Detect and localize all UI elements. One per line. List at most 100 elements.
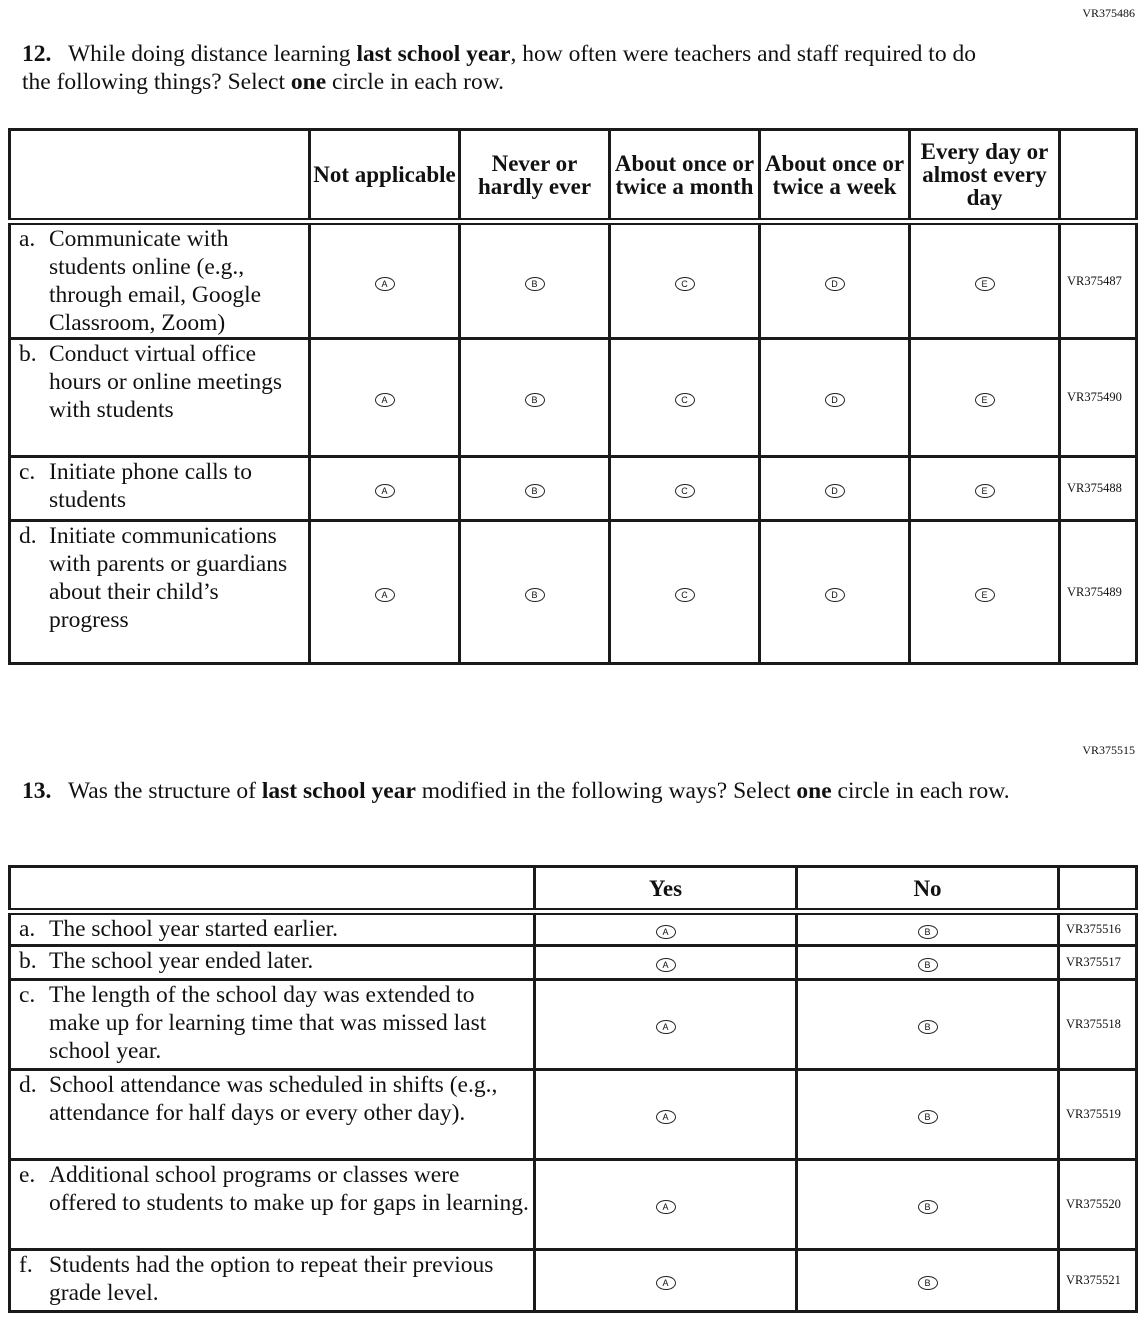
option-cell[interactable]: B <box>795 1248 1060 1313</box>
row-label: e. Additional school programs or classes … <box>8 1158 536 1251</box>
radio-bubble-d[interactable]: D <box>824 393 845 407</box>
radio-bubble-d[interactable]: D <box>824 484 845 498</box>
option-cell[interactable]: A <box>533 1068 798 1161</box>
radio-bubble-b[interactable]: B <box>917 1200 938 1214</box>
option-cell[interactable]: B <box>795 944 1060 981</box>
row-letter: d. <box>19 523 37 549</box>
option-cell[interactable]: D <box>758 519 911 665</box>
row-letter: b. <box>19 341 37 367</box>
radio-bubble-b[interactable]: B <box>917 1110 938 1124</box>
option-cell[interactable]: D <box>758 455 911 522</box>
option-cell[interactable]: B <box>458 519 611 665</box>
option-cell[interactable]: B <box>795 910 1060 947</box>
item-code: VR375521 <box>1057 1248 1138 1313</box>
option-cell[interactable]: A <box>308 337 461 458</box>
radio-bubble-e[interactable]: E <box>974 587 995 602</box>
radio-bubble-c[interactable]: C <box>674 393 695 407</box>
option-cell[interactable]: A <box>533 1248 798 1313</box>
option-cell[interactable]: C <box>608 455 761 522</box>
option-cell[interactable]: B <box>795 1068 1060 1161</box>
option-cell[interactable]: C <box>608 519 761 665</box>
option-cell[interactable]: A <box>533 978 798 1071</box>
radio-bubble-c[interactable]: C <box>674 587 695 602</box>
radio-bubble-b[interactable]: B <box>917 1276 938 1290</box>
question-number: 13. <box>22 778 52 804</box>
row-text: Additional school programs or classes we… <box>49 1162 529 1216</box>
option-cell[interactable]: A <box>533 1158 798 1251</box>
text-part: , how often were teachers and staff requ… <box>22 41 976 95</box>
question-13-table: Yes No a. The school year started earlier. A… <box>8 865 1138 1313</box>
radio-bubble-b[interactable]: B <box>524 484 545 498</box>
radio-bubble-e[interactable]: E <box>974 276 995 291</box>
header-blank <box>1057 865 1138 915</box>
option-cell[interactable]: B <box>795 978 1060 1071</box>
table-row: a. Communicate with students online (e.g.… <box>8 220 1138 340</box>
radio-bubble-d[interactable]: D <box>824 276 845 291</box>
radio-bubble-a[interactable]: A <box>374 276 395 291</box>
row-label: a. The school year started earlier. <box>8 910 536 947</box>
column-header: No <box>795 865 1060 915</box>
column-header: Not applicable <box>308 128 461 225</box>
table-row: c. Initiate phone calls to students A B C D E V… <box>8 455 1138 522</box>
question-13-text: 13. Was the structure of last school year… <box>22 777 1032 805</box>
radio-bubble-b[interactable]: B <box>524 587 545 602</box>
radio-bubble-a[interactable]: A <box>374 484 395 498</box>
header-row: Not applicable Never or hardly ever About … <box>8 128 1138 225</box>
radio-bubble-b[interactable]: B <box>524 276 545 291</box>
row-label: b. Conduct virtual office hours or online… <box>8 337 311 458</box>
item-code: VR375487 <box>1058 220 1138 340</box>
radio-bubble-d[interactable]: D <box>824 587 845 602</box>
column-header: Yes <box>533 865 798 915</box>
header-blank <box>8 128 311 225</box>
option-cell[interactable]: A <box>533 910 798 947</box>
radio-bubble-e[interactable]: E <box>974 393 995 407</box>
row-label: f. Students had the option to repeat thei… <box>8 1248 536 1313</box>
radio-bubble-b[interactable]: B <box>917 958 938 972</box>
option-cell[interactable]: E <box>908 455 1061 522</box>
radio-bubble-a[interactable]: A <box>655 1110 676 1124</box>
option-cell[interactable]: E <box>908 519 1061 665</box>
row-letter: f. <box>19 1252 33 1278</box>
radio-bubble-b[interactable]: B <box>524 393 545 407</box>
radio-bubble-b[interactable]: B <box>917 925 938 939</box>
radio-bubble-a[interactable]: A <box>655 1276 676 1290</box>
text-part: While doing distance learning <box>68 41 357 67</box>
option-cell[interactable]: E <box>908 220 1061 340</box>
radio-bubble-a[interactable]: A <box>655 1200 676 1214</box>
item-code: VR375516 <box>1057 910 1138 947</box>
option-cell[interactable]: B <box>458 220 611 340</box>
row-text: Conduct virtual office hours or online m… <box>49 341 283 423</box>
text-emphasis: one <box>796 778 832 804</box>
option-cell[interactable]: C <box>608 337 761 458</box>
row-label: d. Initiate communications with parents o… <box>8 519 311 665</box>
radio-bubble-c[interactable]: C <box>674 484 695 498</box>
option-cell[interactable]: D <box>758 220 911 340</box>
radio-bubble-a[interactable]: A <box>655 925 676 939</box>
text-part: circle in each row. <box>326 69 505 95</box>
option-cell[interactable]: C <box>608 220 761 340</box>
option-cell[interactable]: D <box>758 337 911 458</box>
radio-bubble-e[interactable]: E <box>974 484 995 498</box>
text-emphasis: last school year <box>356 41 511 67</box>
radio-bubble-a[interactable]: A <box>655 958 676 972</box>
row-text: School attendance was scheduled in shift… <box>49 1072 498 1126</box>
radio-bubble-c[interactable]: C <box>674 276 695 291</box>
table-row: b. The school year ended later. A B VR375517 <box>8 944 1138 981</box>
option-cell[interactable]: B <box>458 337 611 458</box>
option-cell[interactable]: A <box>308 455 461 522</box>
option-cell[interactable]: E <box>908 337 1061 458</box>
radio-bubble-a[interactable]: A <box>655 1020 676 1034</box>
radio-bubble-b[interactable]: B <box>917 1020 938 1034</box>
radio-bubble-a[interactable]: A <box>374 587 395 602</box>
option-cell[interactable]: A <box>533 944 798 981</box>
option-cell[interactable]: B <box>458 455 611 522</box>
radio-bubble-a[interactable]: A <box>374 393 395 407</box>
option-cell[interactable]: B <box>795 1158 1060 1251</box>
table-row: e. Additional school programs or classes … <box>8 1158 1138 1251</box>
text-emphasis: last school year <box>261 778 416 804</box>
option-cell[interactable]: A <box>308 220 461 340</box>
option-cell[interactable]: A <box>308 519 461 665</box>
item-code: VR375490 <box>1058 337 1138 458</box>
row-text: The school year started earlier. <box>49 916 339 942</box>
column-header: Every day or almost every day <box>908 128 1061 225</box>
